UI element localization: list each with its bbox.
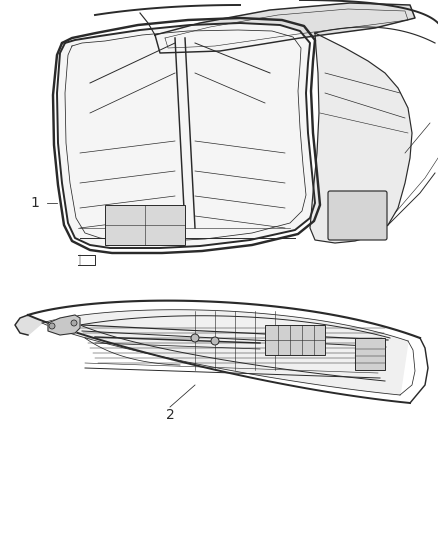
Polygon shape <box>48 315 80 335</box>
Polygon shape <box>57 23 315 248</box>
Bar <box>265 325 325 355</box>
Circle shape <box>49 323 55 329</box>
Text: 1: 1 <box>31 196 39 210</box>
Polygon shape <box>155 3 415 53</box>
Polygon shape <box>15 315 42 335</box>
Polygon shape <box>42 310 408 395</box>
FancyBboxPatch shape <box>105 205 185 245</box>
Polygon shape <box>310 33 412 243</box>
Circle shape <box>211 337 219 345</box>
Circle shape <box>71 320 77 326</box>
FancyBboxPatch shape <box>328 191 387 240</box>
Bar <box>355 338 385 370</box>
Text: 2: 2 <box>166 408 174 422</box>
Circle shape <box>191 334 199 342</box>
